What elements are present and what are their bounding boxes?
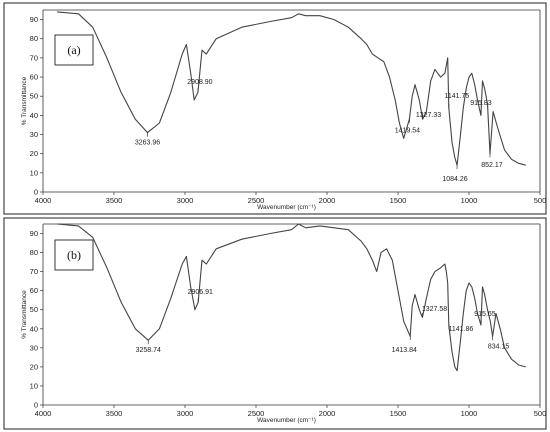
peak-label: 915.65 — [474, 311, 496, 318]
x-tick-label: 3500 — [106, 196, 123, 205]
peak-label: 1413.84 — [392, 347, 417, 354]
y-tick-label: 90 — [30, 15, 38, 24]
x-tick-label: 500 — [534, 196, 547, 205]
peak-label: 2906.91 — [188, 289, 213, 296]
panel-label-box — [54, 34, 94, 66]
y-tick-label: 30 — [30, 343, 38, 352]
x-tick-label: 2000 — [319, 409, 336, 418]
x-tick-label: 1500 — [390, 409, 407, 418]
x-tick-label: 4000 — [35, 196, 52, 205]
peak-label: 3263.96 — [135, 140, 160, 147]
panel-a-frame — [3, 2, 547, 215]
x-tick-label: 2000 — [319, 196, 336, 205]
y-tick-label: 90 — [30, 229, 38, 238]
y-tick-label: 60 — [30, 286, 38, 295]
peak-label: 2908.90 — [187, 79, 212, 86]
spectrum-line — [57, 223, 526, 372]
peak-label: 834.15 — [488, 343, 510, 350]
x-tick-label: 1000 — [461, 196, 478, 205]
x-tick-label: 1000 — [461, 409, 478, 418]
y-tick-label: 40 — [30, 111, 38, 120]
panel-label: (b) — [67, 248, 81, 262]
panel-b-frame — [3, 217, 547, 430]
y-tick-label: 70 — [30, 53, 38, 62]
x-axis-label: Wavenumber (cm⁻¹) — [257, 204, 316, 211]
y-axis-label: % Transmittance — [21, 290, 28, 339]
y-tick-label: 50 — [30, 305, 38, 314]
peak-label: 1141.86 — [448, 326, 473, 333]
x-tick-label: 4000 — [35, 409, 52, 418]
y-tick-label: 40 — [30, 324, 38, 333]
peak-label: 3258.74 — [136, 347, 161, 354]
y-tick-label: 20 — [30, 362, 38, 371]
peak-label: 915.83 — [470, 100, 492, 107]
y-tick-label: 80 — [30, 248, 38, 257]
y-tick-label: 50 — [30, 92, 38, 101]
panel-b-chart: 0 10 20 30 40 50 60 70 80 90 4000 3500 3000 2500 2000 1… — [21, 223, 547, 424]
x-tick-label: 3000 — [177, 409, 194, 418]
peak-label: 1327.58 — [422, 306, 447, 313]
y-tick-label: 70 — [30, 267, 38, 276]
peak-label: 852.17 — [481, 162, 503, 169]
peak-label: 1327.33 — [416, 112, 441, 119]
x-tick-label: 3000 — [177, 196, 194, 205]
spectrum-line — [57, 11, 526, 166]
y-tick-label: 0 — [34, 401, 38, 410]
panel-label-box — [54, 239, 94, 271]
peak-label: 1419.54 — [395, 128, 420, 135]
y-tick-label: 60 — [30, 73, 38, 82]
x-axis-label: Wavenumber (cm⁻¹) — [257, 417, 316, 424]
peak-label: 1141.75 — [444, 93, 469, 100]
peak-label: 1084.26 — [442, 176, 467, 183]
panel-a-chart: 0 10 20 30 40 50 60 70 80 90 4000 3500 3000 2500 2000 1… — [21, 9, 547, 211]
y-tick-label: 10 — [30, 168, 38, 177]
y-axis-label: % Transmittance — [21, 76, 28, 125]
x-tick-label: 2500 — [248, 409, 265, 418]
x-tick-label: 2500 — [248, 196, 265, 205]
y-tick-label: 20 — [30, 149, 38, 158]
x-tick-label: 1500 — [390, 196, 407, 205]
x-tick-label: 500 — [534, 409, 547, 418]
x-tick-label: 3500 — [106, 409, 123, 418]
y-tick-label: 10 — [30, 381, 38, 390]
panel-label: (a) — [67, 43, 80, 57]
y-tick-label: 80 — [30, 34, 38, 43]
y-tick-label: 30 — [30, 130, 38, 139]
y-tick-label: 0 — [34, 188, 38, 197]
